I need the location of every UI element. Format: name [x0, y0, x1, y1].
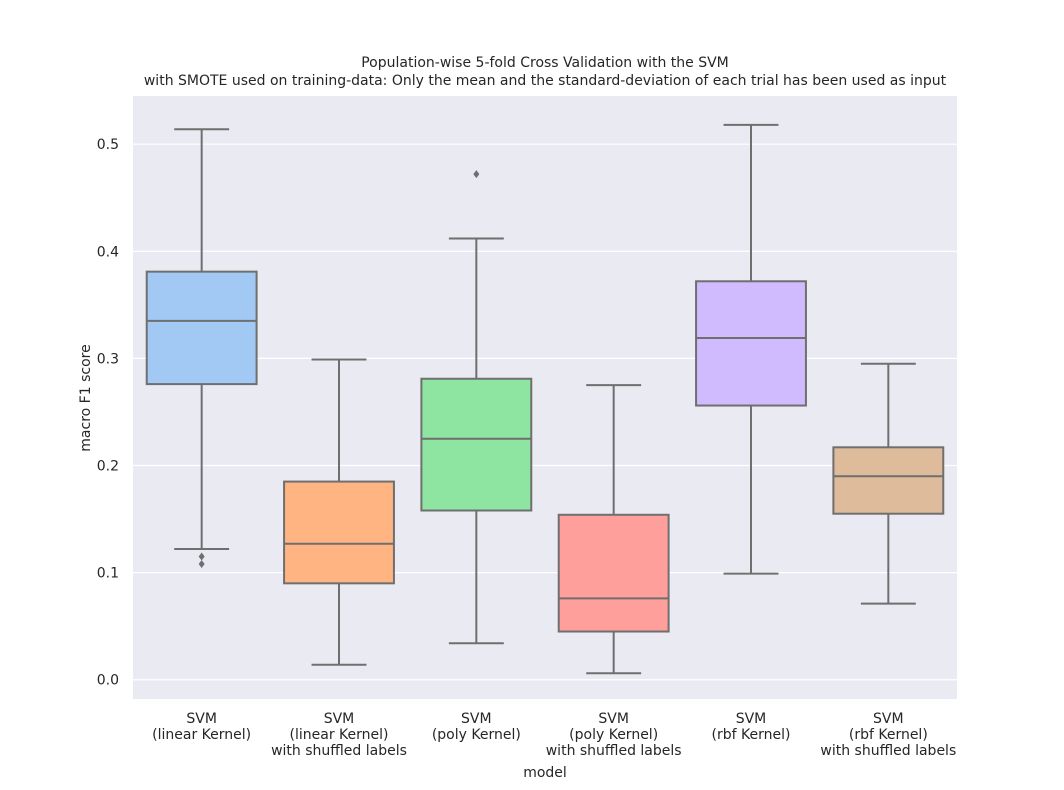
x-tick-label: SVM [461, 711, 492, 727]
y-tick-label: 0.5 [97, 137, 119, 153]
x-tick-label: with shuffled labels [820, 743, 956, 759]
x-tick-label: SVM [186, 711, 217, 727]
x-tick-label: (linear Kernel) [290, 727, 389, 743]
box-group [283, 358, 395, 666]
x-axis-label: model [523, 765, 567, 781]
box-group [420, 170, 533, 645]
box-iqr [145, 270, 258, 386]
outlier-point [473, 170, 480, 179]
x-tick-label: SVM [598, 711, 629, 727]
plot-area [133, 96, 957, 699]
chart-title-line1: Population-wise 5-fold Cross Validation … [361, 55, 729, 71]
chart-title-line2: with SMOTE used on training-data: Only t… [144, 73, 947, 89]
box-group [695, 123, 807, 575]
x-tick-label: (rbf Kernel) [849, 727, 928, 743]
y-tick-label: 0.3 [97, 351, 119, 367]
x-tick-label: SVM [736, 711, 767, 727]
y-tick-label: 0.1 [97, 566, 119, 582]
box-iqr [695, 280, 807, 407]
y-axis-label: macro F1 score [78, 344, 94, 451]
y-tick-label: 0.4 [97, 244, 119, 260]
box-group [557, 384, 670, 675]
x-tick-label: with shuffled labels [546, 743, 682, 759]
outlier-point [198, 560, 205, 569]
outlier-point [198, 552, 205, 561]
box-iqr [420, 377, 533, 512]
x-tick-label: SVM [324, 711, 355, 727]
x-tick-label: with shuffled labels [271, 743, 407, 759]
x-tick-label: (poly Kernel) [569, 727, 658, 743]
y-tick-label: 0.0 [97, 673, 119, 689]
x-tick-label: (poly Kernel) [432, 727, 521, 743]
box-iqr [557, 513, 670, 633]
box-group [832, 362, 945, 605]
x-tick-label: (rbf Kernel) [712, 727, 791, 743]
x-tick-label: (linear Kernel) [152, 727, 251, 743]
box-iqr [283, 480, 395, 585]
y-tick-label: 0.2 [97, 459, 119, 475]
box-group [145, 128, 258, 569]
box-iqr [832, 446, 945, 515]
x-tick-label: SVM [873, 711, 904, 727]
